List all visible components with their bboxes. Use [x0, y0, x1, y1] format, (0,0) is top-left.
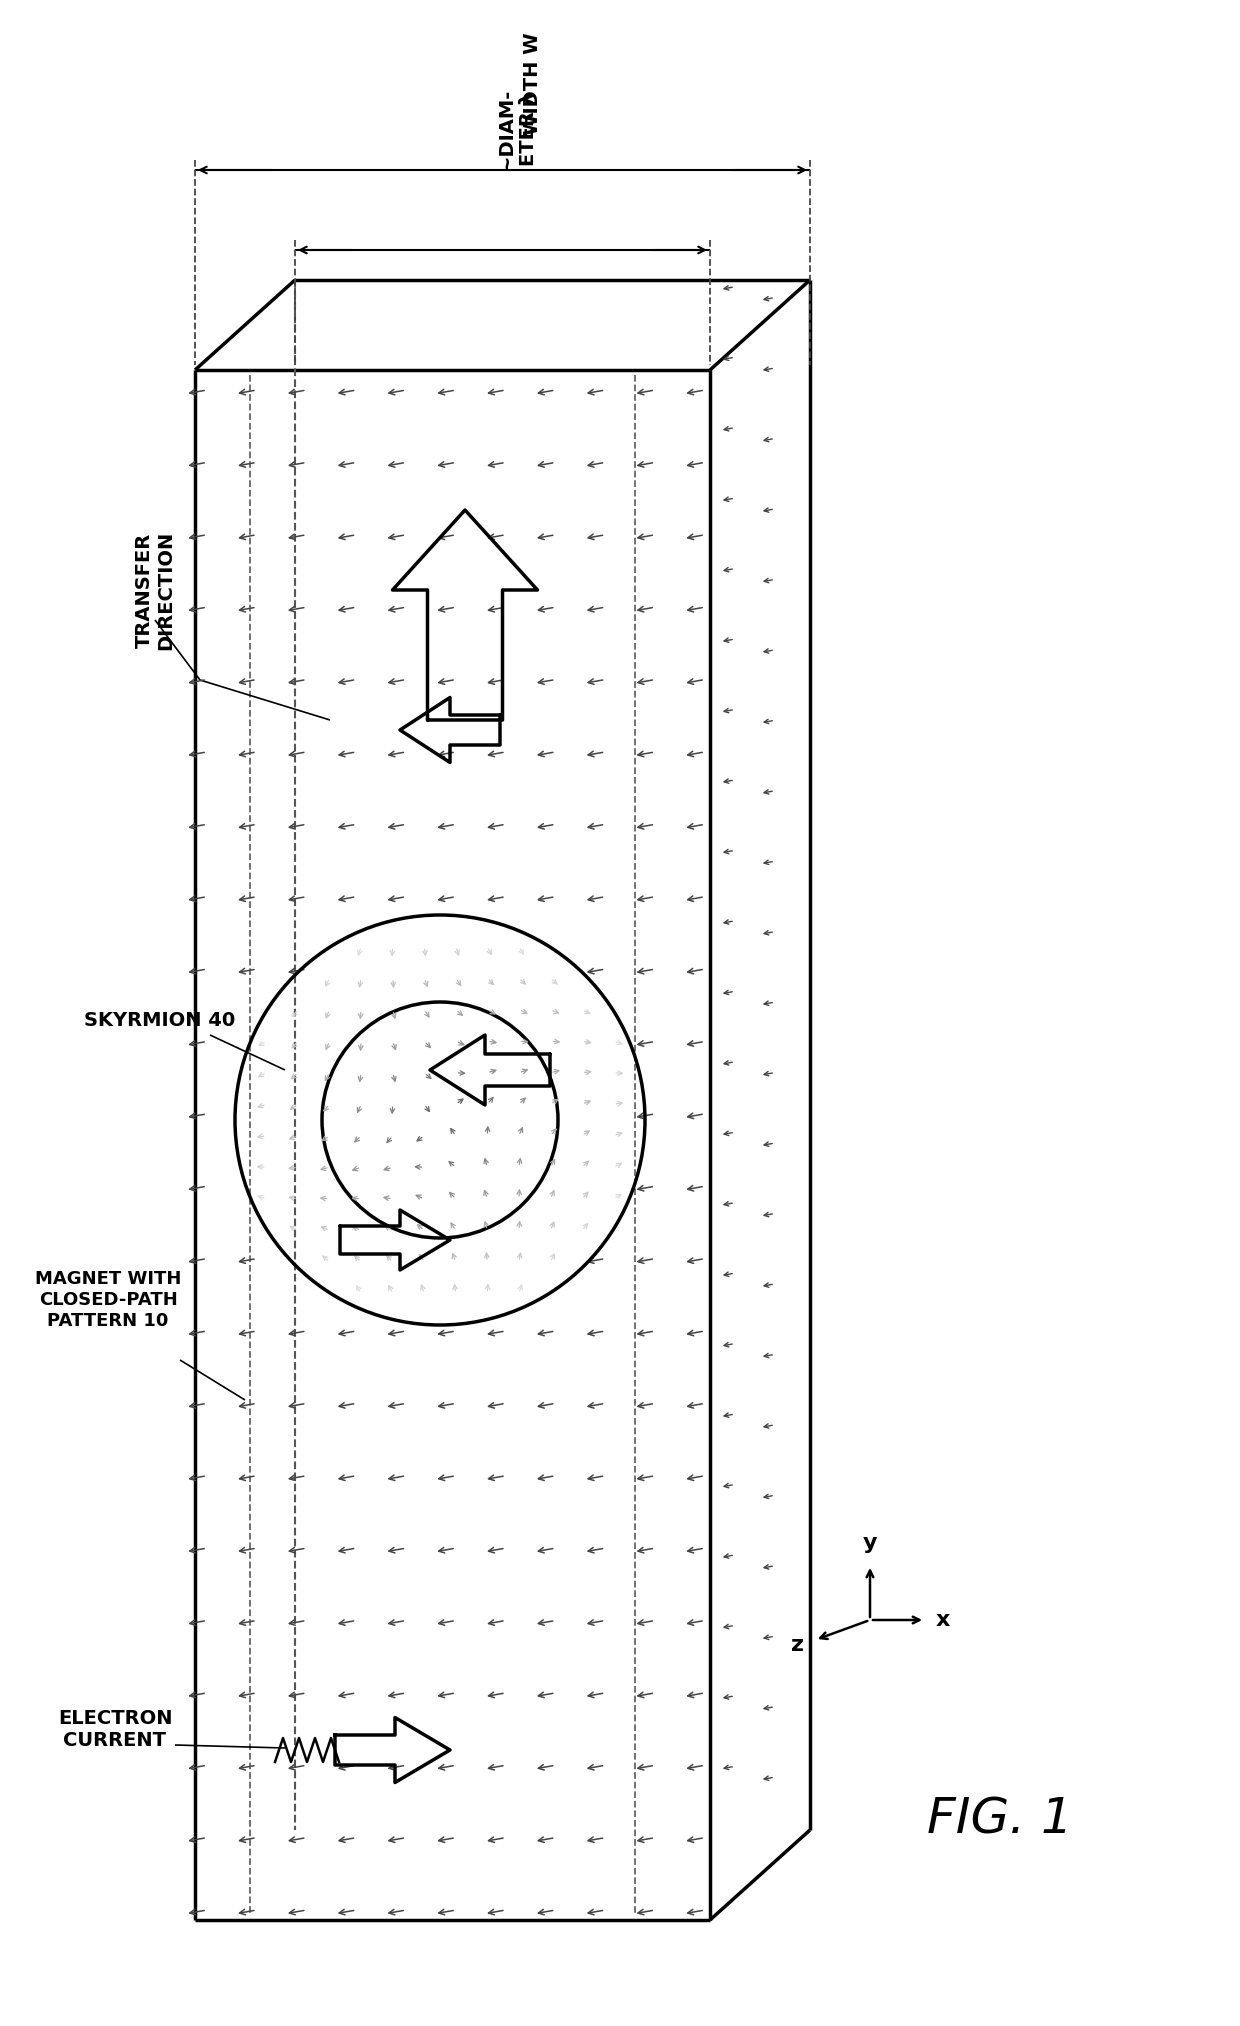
Text: SKYRMION 40: SKYRMION 40 [84, 1011, 236, 1029]
Text: WIDTH W: WIDTH W [523, 32, 542, 136]
Text: TRANSFER
DIRECTION: TRANSFER DIRECTION [134, 531, 176, 650]
Text: y: y [863, 1534, 877, 1554]
Text: z: z [791, 1635, 804, 1655]
Text: ~DIAM-
ETER λ: ~DIAM- ETER λ [497, 87, 538, 170]
Text: ELECTRON
CURRENT: ELECTRON CURRENT [58, 1710, 172, 1750]
Text: x: x [936, 1611, 950, 1631]
Text: FIG. 1: FIG. 1 [928, 1795, 1073, 1844]
Text: MAGNET WITH
CLOSED-PATH
PATTERN 10: MAGNET WITH CLOSED-PATH PATTERN 10 [35, 1270, 181, 1329]
